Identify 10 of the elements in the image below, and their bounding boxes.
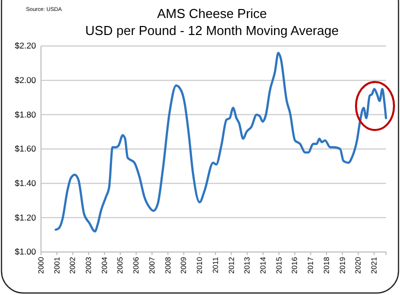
y-tick-label: $1.40: [14, 178, 36, 188]
chart-subtitle: USD per Pound - 12 Month Moving Average: [85, 23, 339, 38]
y-tick-label: $2.20: [14, 40, 36, 51]
y-tick-label: $1.80: [14, 109, 36, 120]
y-tick-label: $1.00: [14, 246, 36, 257]
y-tick-label: $1.20: [14, 212, 36, 222]
chart-title: AMS Cheese Price: [157, 6, 267, 21]
y-tick-label: $1.60: [14, 144, 36, 154]
y-tick-label: $2.00: [14, 75, 36, 86]
line-series: [54, 52, 388, 232]
